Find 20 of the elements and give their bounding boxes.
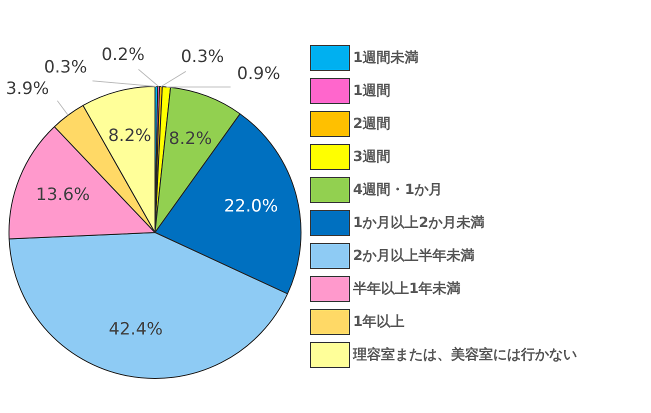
data-label: 8.2% xyxy=(108,126,152,146)
data-label: 0.9% xyxy=(237,64,280,84)
legend-label: 2か月以上半年未満 xyxy=(353,247,475,265)
data-label: 0.2% xyxy=(101,44,145,65)
legend-label: 2週間 xyxy=(353,115,391,133)
legend-label: 1週間 xyxy=(353,82,391,100)
data-label: 3.9% xyxy=(6,78,50,99)
legend-label: 半年以上1年未満 xyxy=(353,280,461,298)
data-label: 0.3% xyxy=(44,57,88,78)
legend-label: 3週間 xyxy=(353,148,391,166)
legend-label: 1年以上 xyxy=(353,313,405,331)
data-label: 0.3% xyxy=(180,47,224,68)
data-label: 13.6% xyxy=(36,184,90,205)
data-label: 42.4% xyxy=(108,319,163,340)
data-label: 8.2% xyxy=(168,129,212,150)
legend-label: 1か月以上2か月未満 xyxy=(353,214,484,232)
legend-label: 4週間・1か月 xyxy=(353,181,442,199)
data-label: 22.0% xyxy=(224,196,278,217)
legend-label: 理容室または、美容室には行かない xyxy=(353,346,577,364)
legend-label: 1週間未満 xyxy=(353,49,419,67)
